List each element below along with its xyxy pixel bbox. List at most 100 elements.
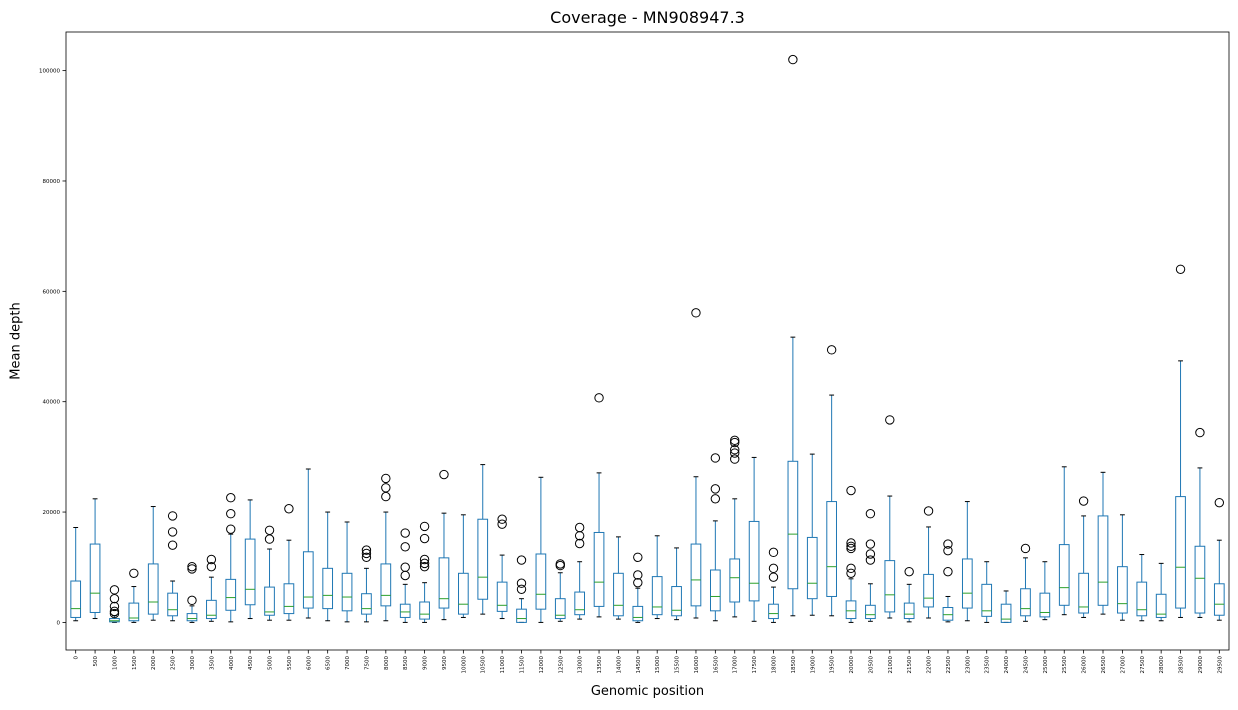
outlier-point <box>826 345 837 355</box>
box-iqr <box>1175 496 1186 609</box>
box-iqr <box>399 603 411 618</box>
outlier-point <box>594 393 604 403</box>
x-tick-label: 20000 <box>849 656 855 674</box>
outlier-point <box>1078 496 1089 506</box>
outlier-point <box>400 570 410 581</box>
outlier-point <box>361 548 372 559</box>
outlier-point <box>691 308 701 318</box>
y-tick-label: 20000 <box>43 510 61 516</box>
box-group <box>380 473 392 622</box>
outlier-point <box>1214 497 1225 508</box>
x-tick-label: 12500 <box>558 656 564 674</box>
box-group <box>206 554 217 622</box>
y-tick-label: 80000 <box>43 179 61 185</box>
x-tick-label: 18500 <box>791 656 797 674</box>
box-group <box>1155 562 1167 622</box>
x-tick-label: 13000 <box>578 656 584 674</box>
box-group <box>283 504 295 621</box>
box-iqr <box>419 601 430 620</box>
outlier-point <box>516 584 527 595</box>
outlier-point <box>439 469 449 480</box>
outlier-point <box>768 563 779 574</box>
box-group <box>1078 496 1089 618</box>
box-group <box>709 453 721 622</box>
box-iqr <box>535 553 547 610</box>
box-iqr <box>690 543 702 607</box>
box-group <box>768 547 779 623</box>
box-group <box>923 506 934 619</box>
outlier-point <box>167 540 178 550</box>
box-iqr <box>729 558 741 603</box>
box-iqr <box>593 531 605 607</box>
x-tick-label: 26500 <box>1101 656 1107 674</box>
box-group <box>516 555 527 623</box>
box-group <box>128 568 140 623</box>
x-tick-label: 1500 <box>132 656 138 670</box>
box-iqr <box>1155 593 1167 618</box>
outlier-point <box>381 473 391 484</box>
box-group <box>496 514 508 620</box>
y-tick-label: 100000 <box>39 69 60 75</box>
x-tick-label: 6000 <box>306 656 312 670</box>
y-tick-label: 60000 <box>43 289 61 295</box>
outlier-point <box>381 483 391 493</box>
box-group <box>438 469 450 621</box>
x-tick-label: 11000 <box>500 656 506 674</box>
box-iqr <box>709 569 721 612</box>
box-iqr <box>1117 566 1128 614</box>
box-iqr <box>341 572 353 612</box>
outlier-point <box>516 578 527 588</box>
box-iqr <box>768 603 779 620</box>
x-tick-label: 28000 <box>1159 656 1165 674</box>
box-group <box>806 453 818 616</box>
box-group <box>554 559 566 622</box>
box-group <box>477 464 489 615</box>
x-tick-label: 5500 <box>287 656 293 670</box>
box-group <box>651 535 663 620</box>
box-iqr <box>206 599 217 620</box>
outlier-point <box>497 514 507 524</box>
x-tick-label: 15500 <box>675 656 681 674</box>
x-tick-label: 23500 <box>985 656 991 674</box>
x-tick-label: 11500 <box>520 656 526 674</box>
y-tick-label: 40000 <box>43 400 61 406</box>
box-group <box>399 528 411 623</box>
box-iqr <box>89 543 101 613</box>
outlier-point <box>400 542 410 552</box>
outlier-point <box>943 566 953 577</box>
x-tick-label: 4000 <box>229 656 235 670</box>
outlier-point <box>555 559 565 569</box>
outlier-point <box>206 561 217 572</box>
boxes-layer <box>70 54 1225 623</box>
box-group <box>1000 590 1012 623</box>
x-tick-label: 29000 <box>1198 656 1204 674</box>
outlier-point <box>1020 543 1031 554</box>
outlier-point <box>923 506 934 516</box>
box-iqr <box>322 567 334 610</box>
box-group <box>981 561 993 623</box>
y-tick-label: 0 <box>57 620 61 626</box>
box-iqr <box>1136 581 1148 617</box>
box-iqr <box>1194 545 1206 614</box>
outlier-point <box>361 552 372 562</box>
x-tick-label: 23000 <box>965 656 971 674</box>
x-tick-label: 17500 <box>752 656 758 674</box>
x-tick-label: 16000 <box>694 656 700 674</box>
outlier-point <box>574 531 585 541</box>
x-tick-label: 25000 <box>1043 656 1049 674</box>
outlier-point <box>633 577 643 588</box>
outlier-point <box>846 541 856 551</box>
outlier-point <box>419 521 430 532</box>
box-iqr <box>806 536 818 600</box>
x-tick-label: 24000 <box>1004 656 1010 674</box>
box-group <box>690 308 702 619</box>
outlier-point <box>1175 264 1186 274</box>
box-iqr <box>651 576 663 616</box>
x-tick-label: 500 <box>93 656 99 667</box>
box-iqr <box>244 538 256 606</box>
x-tick-label: 15000 <box>655 656 661 674</box>
box-group <box>787 54 799 617</box>
outlier-point <box>943 539 953 549</box>
outlier-point <box>846 568 856 579</box>
